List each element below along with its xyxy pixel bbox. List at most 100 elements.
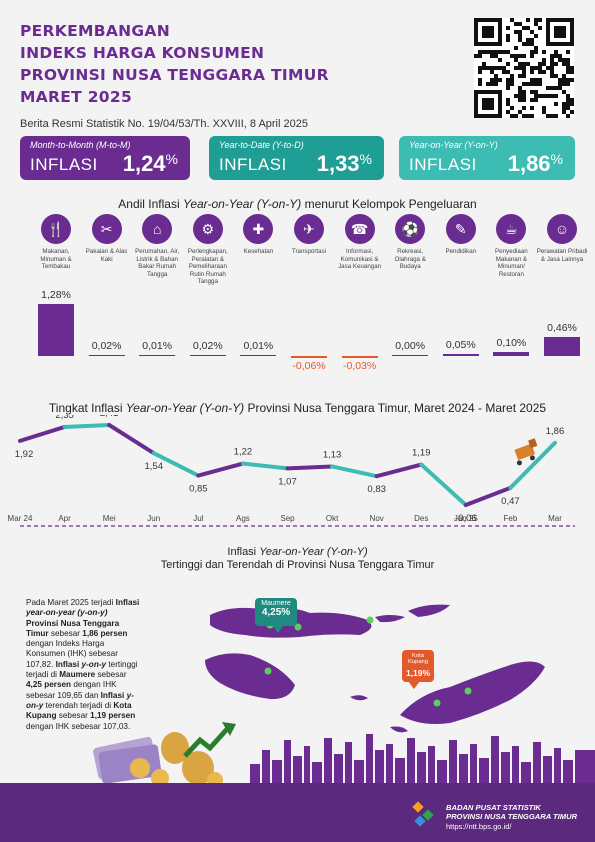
category-item: ✎ Pendidikan [435,214,487,256]
maumere-callout: Maumere 4,25% [255,598,297,626]
food-icon: 🍴 [41,214,71,244]
category-item: ☺ Perawatan Pribadi & Jasa Lainnya [536,214,588,263]
sumba-island [205,653,295,700]
card-ytd: Year-to-Date (Y-to-D) INFLASI 1,33% [209,136,384,180]
education-icon: ✎ [445,214,476,244]
line-segment [330,464,379,479]
map-dot [366,616,374,624]
bar [291,356,327,359]
sport-icon: ⚽ [395,214,426,244]
bps-logo-icon [412,801,434,827]
andil-chart: 🍴 Makanan, Minuman & Tembakau 1,28% ✂ Pakaia… [0,210,595,380]
card-yoy: Year-on-Year (Y-on-Y) INFLASI 1,86% [399,136,575,180]
bar [38,304,74,356]
category-item: ✂ Pakaian & Alas Kaki [81,214,133,263]
header: PERKEMBANGAN INDEKS HARGA KONSUMEN PROVI… [0,0,595,135]
line-segment [419,462,468,507]
plane-icon: ✈ [294,214,324,244]
footer: BADAN PUSAT STATISTIK PROVINSI NUSA TENG… [0,783,595,842]
line-segment [18,424,67,443]
card-name: INFLASI [219,155,287,174]
qr-code[interactable] [474,18,574,118]
card-label: Year-to-Date (Y-to-D) [219,140,304,150]
card-mtm: Month-to-Month (M-to-M) INFLASI 1,24% [20,136,190,180]
bar [442,353,479,356]
category-item: ✈ Transportasi [283,214,335,256]
bar [88,354,125,356]
rote-island [390,726,408,733]
category-item: ⚽ Rekreasi, Olahraga & Budaya [384,214,436,271]
divider [20,525,575,527]
category-label: Informasi, Komunikasi & Jasa Keuangan [338,248,382,270]
category-item: ✚ Kesehatan [232,214,284,256]
org-name: BADAN PUSAT STATISTIK PROVINSI NUSA TENG… [446,803,578,821]
category-item: ☎ Informasi, Komunikasi & Jasa Keuangan [334,214,386,271]
bar-label: 0,46% [547,322,577,335]
bar [493,351,530,356]
category-label: Transportasi [291,248,327,255]
inflation-cards: Month-to-Month (M-to-M) INFLASI 1,24% Ye… [20,136,575,180]
title-line: PERKEMBANGAN [20,22,170,40]
bar-label: 0,01% [243,339,274,352]
point-label: 1,54 [145,461,164,472]
point-label: 1,22 [234,447,253,458]
kupang-pointer [408,681,420,689]
andil-title: Andil Inflasi Year-on-Year (Y-on-Y) menu… [118,197,477,211]
bar-label: 0,00% [395,340,426,352]
category-item: ☕ Penyediaan Makanan & Minuman/ Restoran [485,214,537,278]
line-segment [240,461,290,471]
kupang-callout: Kota Kupang 1,19% [402,650,434,682]
maumere-name: Maumere [261,600,291,607]
category-label: Rekreasi, Olahraga & Budaya [394,248,426,270]
restaurant-icon: ☕ [496,214,527,244]
category-item: 🍴 Makanan, Minuman & Tembakau [30,214,82,271]
line-segment [463,485,513,507]
title-line: MARET 2025 [20,88,133,106]
line-segment [285,464,335,471]
alor-island-2 [408,604,450,617]
point-label: 2,41 [100,415,119,419]
sawu-island [350,695,368,701]
point-label: 1,13 [323,449,342,460]
timor-island [400,661,545,724]
line-segment [62,423,112,429]
category-label: Perawatan Pribadi & Jasa Lainnya [536,248,588,263]
x-tick-label: Apr [58,514,71,523]
card-name: INFLASI [30,155,98,174]
category-label: Perlengkapan, Peralatan & Pemeliharaan R… [187,248,228,285]
x-tick-label: Mei [103,514,116,523]
x-tick-label: Sep [280,514,295,523]
point-label: 0,83 [367,484,386,495]
bar [544,337,580,356]
release-info: Berita Resmi Statistik No. 19/04/53/Th. … [20,118,308,130]
x-tick-label: Jan 25 [454,514,479,523]
category-label: Kesehatan [243,248,274,255]
bar-label: 1,28% [41,289,71,301]
map-dot [264,667,272,675]
point-label: 2,35 [55,415,74,421]
category-label: Makanan, Minuman & Tembakau [40,248,72,270]
card-value: 1,33% [316,151,372,176]
bar [139,354,176,356]
bar-label: 0,01% [142,339,173,352]
map-dot [294,623,302,631]
card-value: 1,86% [507,151,563,176]
category-label: Perumahan, Air, Listrik & Bahan Bakar Ru… [135,248,180,278]
tingkat-line-chart: 1,92 Mar 24 2,35 Apr 2,41 Mei 1,54 Jun 0,85 Jul 1,… [8,415,565,524]
point-label: 1,19 [412,448,431,459]
care-icon: ☺ [547,214,577,244]
category-label: Pakaian & Alas Kaki [85,248,128,263]
category-label: Pendidikan [445,248,477,255]
x-tick-label: Mar 24 [8,514,33,523]
tingkat-title: Tingkat Inflasi Year-on-Year (Y-on-Y) Pr… [48,401,547,415]
website-link[interactable]: https://ntt.bps.go.id/ [446,822,512,831]
bar-label: 0,02% [192,339,223,352]
phone-icon: ☎ [344,214,375,244]
alor-island [375,615,405,623]
card-label: Year-on-Year (Y-on-Y) [409,140,498,150]
bar-label: 0,02% [91,339,122,352]
map-dot [433,699,441,707]
card-label: Month-to-Month (M-to-M) [30,140,131,150]
bar-label: -0,03% [342,359,377,372]
line-segment [196,461,245,478]
